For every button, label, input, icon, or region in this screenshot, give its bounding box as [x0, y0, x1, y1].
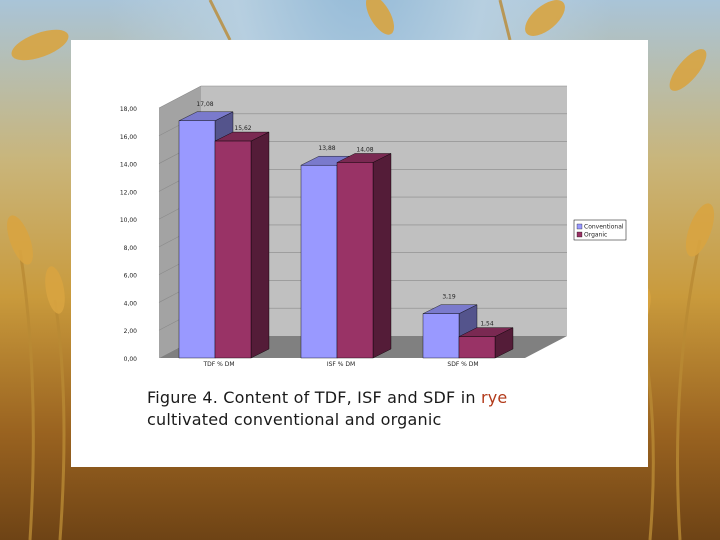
x-tick-label: TDF % DM — [202, 361, 234, 368]
y-tick-label: 4,00 — [124, 300, 138, 307]
y-tick-label: 6,00 — [124, 273, 138, 280]
data-label: 1,54 — [480, 321, 494, 328]
bar-organic — [336, 162, 374, 359]
bar-side-organic — [250, 131, 270, 359]
y-tick-label: 16,00 — [120, 134, 137, 141]
data-label: 13,88 — [318, 145, 335, 152]
y-tick-label: 8,00 — [124, 245, 138, 252]
bar-organic — [458, 336, 496, 359]
slide-card: 0,00 2,00 4,00 6,00 8,00 10,00 12,00 14,00 16,00… — [71, 40, 648, 467]
y-tick-label: 18,00 — [120, 106, 137, 113]
bar-organic — [214, 140, 252, 359]
legend-swatch-conventional — [576, 223, 583, 230]
x-tick-label: ISF % DM — [327, 361, 355, 368]
bar-conventional — [422, 313, 460, 359]
data-label: 3,19 — [442, 294, 456, 301]
bar-conventional — [300, 165, 338, 359]
bar-side-organic — [372, 153, 392, 359]
y-tick-label: 12,00 — [120, 189, 137, 196]
legend-swatch-organic — [576, 231, 583, 238]
y-tick-label: 10,00 — [120, 217, 137, 224]
y-tick-label: 2,00 — [124, 328, 138, 335]
y-tick-label: 0,00 — [124, 356, 138, 363]
y-tick-label: 14,00 — [120, 162, 137, 169]
data-label: 15,62 — [234, 125, 251, 132]
data-label: 17,08 — [196, 101, 213, 108]
caption-text-after: cultivated conventional and organic — [147, 410, 442, 429]
caption-highlight: rye — [480, 388, 508, 407]
gridline — [158, 85, 567, 109]
legend-label-conventional: Conventional — [584, 224, 624, 231]
data-label: 14,08 — [356, 146, 373, 153]
bar-conventional — [178, 120, 216, 359]
bar-chart: 0,00 2,00 4,00 6,00 8,00 10,00 12,00 14,00 16,00… — [120, 85, 627, 368]
x-tick-label: SDF % DM — [447, 361, 478, 368]
caption-text-before: Figure 4. Content of TDF, ISF and SDF in — [147, 388, 481, 407]
figure-caption: Figure 4. Content of TDF, ISF and SDF in… — [147, 387, 567, 431]
legend-label-organic: Organic — [584, 232, 607, 239]
legend-box — [573, 219, 627, 241]
